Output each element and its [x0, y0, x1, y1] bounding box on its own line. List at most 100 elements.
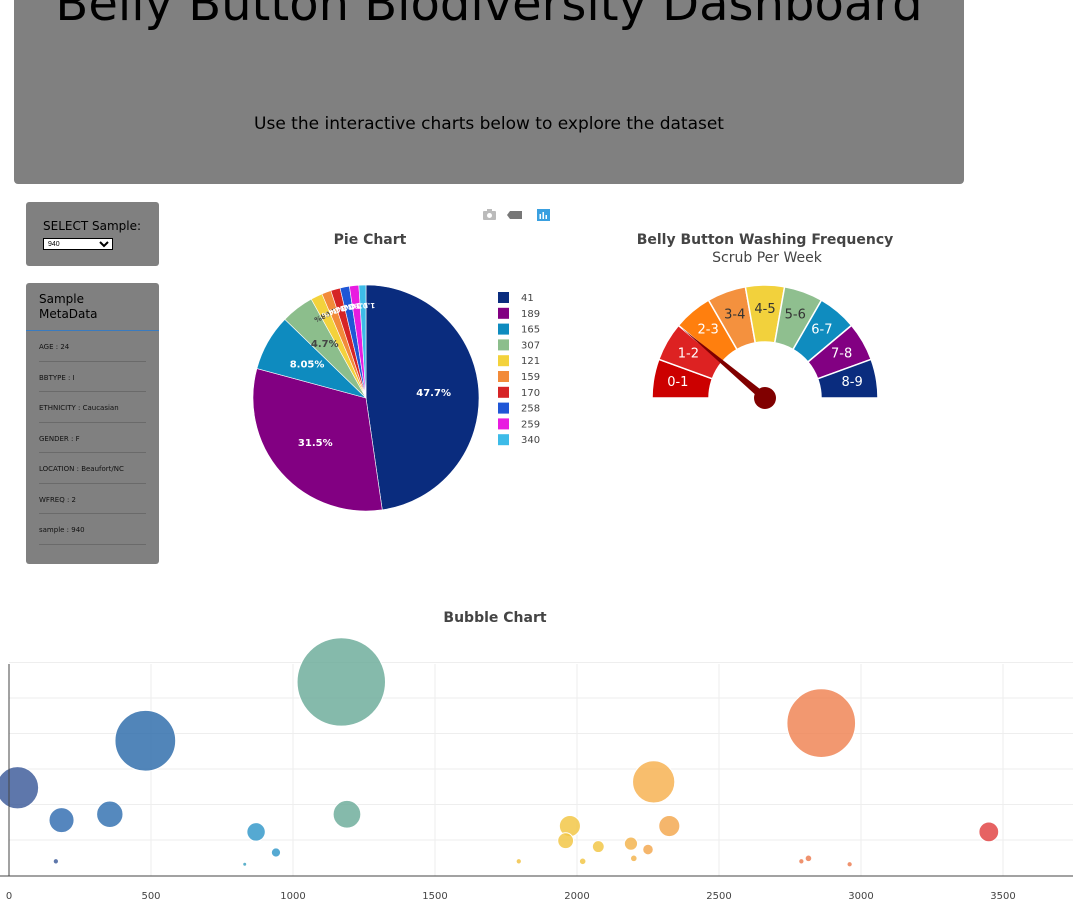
pie-legend-label[interactable]: 121	[521, 356, 540, 367]
gauge-segment-label: 4-5	[754, 302, 775, 317]
gauge-segment-label: 1-2	[678, 346, 699, 361]
bubble-point[interactable]	[332, 799, 362, 829]
bubble-x-tick-label: 2500	[706, 891, 731, 900]
pie-legend-label[interactable]: 165	[521, 325, 540, 336]
gauge-segment-label: 7-8	[831, 346, 852, 361]
metadata-item: AGE : 24	[39, 331, 146, 362]
pie-legend-label[interactable]: 189	[521, 309, 540, 320]
metadata-list: AGE : 24 BBTYPE : I ETHNICITY : Caucasia…	[39, 331, 146, 545]
bubble-x-tick-label: 0	[6, 891, 12, 900]
metadata-panel-title: Sample MetaData	[39, 292, 98, 321]
pie-legend-swatch[interactable]	[498, 307, 509, 319]
page-title: Belly Button Biodiversity Dashboard	[55, 0, 923, 32]
bubble-x-tick-label: 3000	[848, 891, 873, 900]
metadata-item: sample : 940	[39, 514, 146, 545]
bubble-point[interactable]	[515, 858, 522, 865]
camera-icon[interactable]	[483, 209, 496, 220]
sample-select-panel: SELECT Sample: 940	[26, 202, 159, 266]
gauge-segment-label: 5-6	[785, 307, 806, 322]
gauge-chart: Belly Button Washing Frequency Scrub Per…	[637, 232, 894, 409]
gauge-needle	[682, 328, 768, 402]
pie-legend-swatch[interactable]	[498, 418, 509, 430]
pie-slice-label: 8.05%	[290, 360, 325, 371]
bubble-point[interactable]	[658, 814, 681, 838]
pie-slice-label: 4.7%	[311, 339, 339, 350]
pie-legend-label[interactable]: 258	[521, 404, 540, 415]
sample-select-label: SELECT Sample:	[43, 219, 142, 233]
pie-legend-swatch[interactable]	[498, 292, 509, 303]
chart-modebar	[482, 207, 562, 223]
tag-icon[interactable]	[507, 211, 522, 219]
metadata-item: LOCATION : Beaufort/NC	[39, 453, 146, 484]
pie-legend-label[interactable]: 307	[521, 340, 540, 351]
pie-legend-swatch[interactable]	[498, 434, 509, 446]
bubble-point[interactable]	[804, 854, 813, 863]
plotly-logo-icon[interactable]	[537, 209, 550, 221]
bubble-point[interactable]	[846, 861, 853, 868]
bubble-point[interactable]	[0, 766, 40, 810]
gauge-segment-8-9[interactable]	[816, 358, 879, 399]
bubble-point[interactable]	[96, 800, 124, 828]
bubble-x-tick-label: 500	[141, 891, 160, 900]
gauge-segment-label: 3-4	[724, 307, 745, 322]
bubble-point[interactable]	[642, 843, 654, 856]
pie-legend-swatch[interactable]	[498, 323, 509, 335]
pie-slice-41[interactable]	[365, 284, 480, 511]
pie-slice-label: 47.7%	[416, 388, 451, 399]
bubble-point[interactable]	[632, 760, 676, 804]
bubble-point[interactable]	[246, 822, 266, 842]
pie-slice-189[interactable]	[252, 368, 383, 512]
metadata-item: WFREQ : 2	[39, 484, 146, 514]
metadata-item: GENDER : F	[39, 423, 146, 453]
header-jumbotron: Belly Button Biodiversity Dashboard Use …	[14, 0, 964, 184]
bubble-x-tick-label: 3500	[990, 891, 1015, 900]
bubble-point[interactable]	[114, 709, 177, 772]
bubble-point[interactable]	[48, 807, 75, 834]
bubble-point[interactable]	[270, 847, 282, 858]
sample-select-dropdown[interactable]: 940	[43, 238, 113, 250]
pie-slice-340[interactable]	[358, 284, 367, 399]
pie-legend-label[interactable]: 41	[521, 293, 534, 304]
gauge-needle-hub	[754, 387, 776, 409]
bubble-x-tick-label: 1500	[422, 891, 447, 900]
pie-legend-label[interactable]: 170	[521, 388, 540, 399]
bubble-chart-title: Bubble Chart	[443, 610, 546, 626]
bubble-point[interactable]	[630, 854, 638, 863]
gauge-segment-label: 2-3	[697, 323, 718, 338]
gauge-segment-label: 6-7	[811, 323, 832, 338]
bubble-point[interactable]	[578, 857, 587, 866]
page-subtitle: Use the interactive charts below to expl…	[254, 114, 724, 134]
pie-legend-label[interactable]: 259	[521, 419, 540, 430]
modebar-icons	[483, 209, 550, 221]
bubble-point[interactable]	[557, 832, 575, 850]
gauge-segment-label: 0-1	[667, 375, 688, 390]
pie-legend-label[interactable]: 159	[521, 372, 540, 383]
pie-slice-label: 1.34%	[344, 301, 369, 312]
bubble-point[interactable]	[52, 858, 60, 865]
pie-legend-swatch[interactable]	[498, 355, 509, 367]
gauge-segment-label: 8-9	[842, 375, 863, 390]
metadata-panel: Sample MetaData AGE : 24 BBTYPE : I ETHN…	[26, 283, 159, 564]
bubble-point[interactable]	[786, 688, 857, 758]
pie-chart-title: Pie Chart	[334, 232, 407, 248]
gauge-chart-title: Belly Button Washing Frequency	[637, 232, 894, 248]
gauge-chart-subtitle: Scrub Per Week	[712, 250, 823, 266]
pie-legend-swatch[interactable]	[498, 339, 509, 351]
pie-legend-swatch[interactable]	[498, 386, 509, 398]
pie-chart: Pie Chart 47.7%31.5%8.05%4.7%1.68%1.34%1…	[252, 232, 540, 512]
bubble-point[interactable]	[798, 858, 805, 865]
metadata-item: ETHNICITY : Caucasian	[39, 392, 146, 423]
bubble-x-tick-label: 2000	[564, 891, 589, 900]
pie-legend-swatch[interactable]	[498, 402, 509, 414]
metadata-item: BBTYPE : I	[39, 362, 146, 392]
bubble-point[interactable]	[978, 821, 1000, 843]
bubble-point[interactable]	[623, 836, 639, 851]
bubble-point[interactable]	[296, 637, 386, 727]
pie-slice-label: 1.01%	[351, 301, 376, 310]
pie-legend-label[interactable]: 340	[521, 435, 540, 446]
bubble-x-tick-label: 1000	[280, 891, 305, 900]
pie-legend-swatch[interactable]	[498, 371, 509, 382]
bubble-point[interactable]	[591, 840, 605, 854]
bubble-point[interactable]	[242, 861, 248, 867]
metadata-panel-heading: Sample MetaData	[26, 283, 159, 331]
